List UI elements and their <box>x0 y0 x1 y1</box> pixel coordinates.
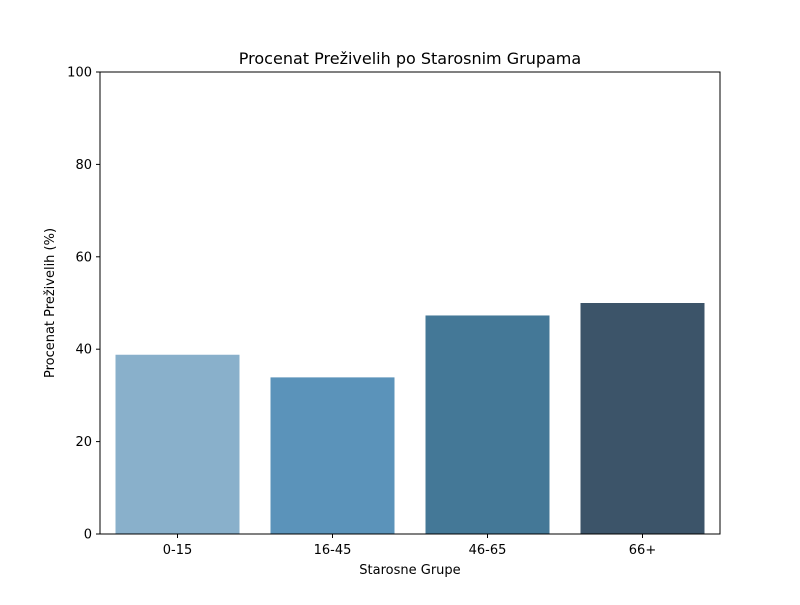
bar-0-15 <box>116 355 240 534</box>
chart-title: Procenat Preživelih po Starosnim Grupama <box>239 49 581 68</box>
bar-46-65 <box>426 315 550 534</box>
x-tick-label: 0-15 <box>163 543 193 558</box>
x-tick-label: 46-65 <box>469 543 507 558</box>
y-tick-label: 60 <box>75 250 92 265</box>
bar-66 <box>581 303 705 534</box>
y-tick-label: 0 <box>84 528 92 543</box>
y-tick-label: 40 <box>75 343 92 358</box>
bars-layer <box>116 303 705 534</box>
y-tick-label: 100 <box>67 66 92 81</box>
x-axis-label: Starosne Grupe <box>359 563 460 578</box>
x-tick-label: 66+ <box>629 543 656 558</box>
y-tick-label: 80 <box>75 158 92 173</box>
y-tick-label: 20 <box>75 435 92 450</box>
y-axis-label: Procenat Preživelih (%) <box>43 228 58 378</box>
bar-16-45 <box>271 377 395 534</box>
x-tick-label: 16-45 <box>314 543 352 558</box>
